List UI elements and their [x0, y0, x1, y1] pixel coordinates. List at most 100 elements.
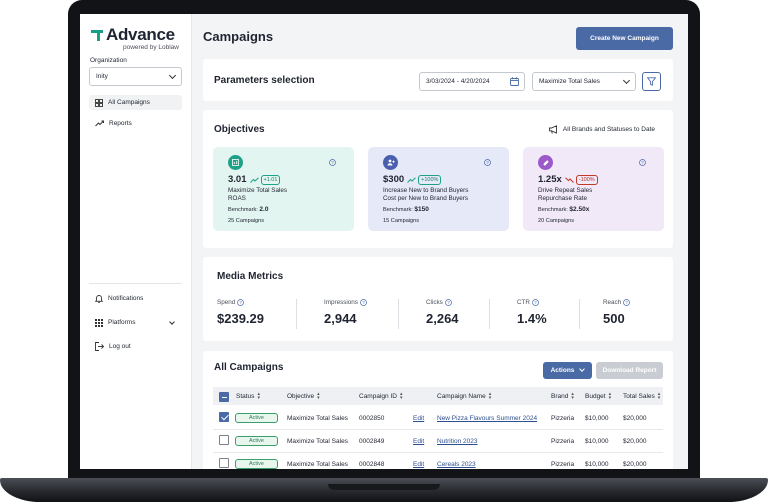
campaign-name-link[interactable]: Nutrition 2023: [437, 438, 478, 445]
brands-scope[interactable]: All Brands and Statuses to Date: [548, 125, 655, 134]
row-checkbox[interactable]: [219, 412, 229, 422]
objective-campaigns: 25 Campaigns: [228, 218, 265, 224]
svg-text:?: ?: [486, 160, 489, 165]
trend-icon: [95, 120, 104, 127]
help-icon[interactable]: ?: [639, 159, 646, 166]
cell-campaign-id: 0002850: [359, 415, 385, 422]
campaigns-title: All Campaigns: [214, 362, 284, 373]
laptop-notch: [328, 484, 440, 490]
sort-icon: ▴ ▾: [608, 391, 612, 401]
sidebar-divider: [89, 283, 182, 284]
column-campaign-id[interactable]: Campaign ID ▴ ▾: [359, 391, 403, 401]
actions-button[interactable]: Actions: [543, 362, 592, 379]
objective-card-repeat-sales[interactable]: ? 1.25x -100% Drive Repeat Sales Repurch…: [523, 147, 664, 231]
table-header: Status ▴ ▾ Objective ▴ ▾ Campaign ID ▴ ▾ Campa…: [213, 387, 663, 405]
table-row[interactable]: Active Maximize Total Sales 0002850 Edit…: [213, 407, 663, 430]
trend-up-icon: [249, 176, 259, 183]
cell-total-sales: $20,000: [623, 438, 647, 445]
chevron-down-icon: [169, 319, 175, 325]
objective-card-new-buyers[interactable]: ? $300 +100% Increase New to Brand Buyer…: [368, 147, 509, 231]
cell-total-sales: $20,000: [623, 461, 647, 468]
row-checkbox[interactable]: [219, 458, 229, 468]
objective-name: Maximize Total Sales: [228, 187, 288, 194]
cell-total-sales: $20,000: [623, 415, 647, 422]
objective-name: Increase New to Brand Buyers: [383, 187, 469, 194]
objective-value: 3.01: [228, 174, 247, 185]
parameters-title: Parameters selection: [214, 75, 315, 86]
help-icon[interactable]: ?: [360, 299, 367, 306]
objective-benchmark: Benchmark: $150: [383, 206, 429, 213]
filter-icon: [647, 77, 656, 86]
metric-divider: [579, 299, 580, 329]
edit-link[interactable]: Edit: [413, 438, 425, 445]
status-badge: Active: [235, 413, 278, 423]
metric-ctr: CTR? 1.4%: [517, 299, 547, 326]
edit-link[interactable]: Edit: [413, 415, 425, 422]
objective-campaigns: 20 Campaigns: [538, 218, 575, 224]
sidebar-item-label: Notifications: [108, 295, 144, 302]
organization-label: Organization: [90, 57, 127, 64]
sidebar-item-label: Reports: [109, 120, 132, 127]
column-total-sales[interactable]: Total Sales ▴ ▾: [623, 391, 661, 401]
svg-text:?: ?: [625, 300, 628, 305]
help-icon[interactable]: ?: [237, 299, 245, 306]
row-checkbox[interactable]: [219, 435, 229, 445]
cell-budget: $10,000: [585, 438, 609, 445]
cell-brand: Pizzeria: [551, 438, 575, 445]
download-report-button[interactable]: Download Report: [596, 362, 663, 379]
sidebar: Advance powered by Loblaw Organization I…: [80, 14, 192, 469]
column-campaign-name[interactable]: Campaign Name ▴ ▾: [437, 391, 492, 401]
calendar-icon[interactable]: [510, 77, 519, 86]
help-icon[interactable]: ?: [329, 159, 336, 166]
sidebar-item-notifications[interactable]: Notifications: [89, 291, 182, 306]
trend-down-icon: [564, 176, 574, 183]
campaign-name-link[interactable]: Cereals 2023: [437, 461, 476, 468]
sidebar-item-label: Platforms: [108, 319, 136, 326]
sidebar-item-logout[interactable]: Log out: [89, 339, 182, 354]
table-row[interactable]: Active Maximize Total Sales 0002848 Edit…: [213, 453, 663, 469]
select-all-checkbox[interactable]: [219, 392, 229, 402]
sidebar-item-platforms[interactable]: Platforms: [89, 315, 182, 330]
cell-brand: Pizzeria: [551, 415, 575, 422]
help-icon[interactable]: ?: [623, 299, 631, 306]
change-badge: -100%: [575, 174, 598, 185]
metric-spend: Spend? $239.29: [217, 299, 264, 326]
logo-text: Advance: [106, 25, 175, 44]
column-brand[interactable]: Brand ▴ ▾: [551, 391, 574, 401]
cell-objective: Maximize Total Sales: [287, 438, 348, 445]
organization-select[interactable]: Inity: [89, 67, 182, 86]
cell-brand: Pizzeria: [551, 461, 575, 468]
objective-benchmark: Benchmark: $2.50x: [538, 206, 590, 213]
date-range-input[interactable]: 3/03/2024 - 4/20/2024: [419, 72, 525, 91]
objective-name: Drive Repeat Sales: [538, 187, 593, 194]
goal-select[interactable]: Maximize Total Sales: [532, 72, 636, 91]
metric-divider: [398, 299, 399, 329]
help-icon[interactable]: ?: [484, 159, 491, 166]
sidebar-item-reports[interactable]: Reports: [89, 116, 182, 131]
edit-link[interactable]: Edit: [413, 461, 425, 468]
create-campaign-button[interactable]: Create New Campaign: [576, 27, 673, 50]
objective-metric: Repurchase Rate: [538, 195, 588, 202]
objective-card-total-sales[interactable]: ? 3.01 +1.01 Maximize Total Sales ROAS B…: [213, 147, 354, 231]
campaign-name-link[interactable]: New Pizza Flavours Summer 2024: [437, 415, 538, 422]
table-row[interactable]: Active Maximize Total Sales 0002849 Edit…: [213, 430, 663, 453]
logo[interactable]: Advance powered by Loblaw: [91, 25, 183, 51]
help-icon[interactable]: ?: [444, 299, 452, 306]
objective-metric: Cost per New to Brand Buyers: [383, 195, 469, 202]
metric-divider: [489, 299, 490, 329]
chevron-down-icon: [168, 71, 177, 80]
column-objective[interactable]: Objective ▴ ▾: [287, 391, 320, 401]
chevron-down-icon: [579, 366, 586, 372]
objective-value: 1.25x: [538, 174, 562, 185]
filter-button[interactable]: [642, 72, 661, 91]
svg-text:?: ?: [239, 300, 242, 305]
trend-up-icon: [407, 176, 416, 183]
sidebar-item-all-campaigns[interactable]: All Campaigns: [89, 95, 182, 110]
sidebar-item-label: Log out: [109, 343, 131, 350]
column-status[interactable]: Status ▴ ▾: [236, 391, 260, 401]
column-budget[interactable]: Budget ▴ ▾: [585, 391, 612, 401]
apps-icon: [95, 318, 103, 327]
help-icon[interactable]: ?: [532, 299, 539, 306]
status-badge: Active: [235, 436, 278, 446]
